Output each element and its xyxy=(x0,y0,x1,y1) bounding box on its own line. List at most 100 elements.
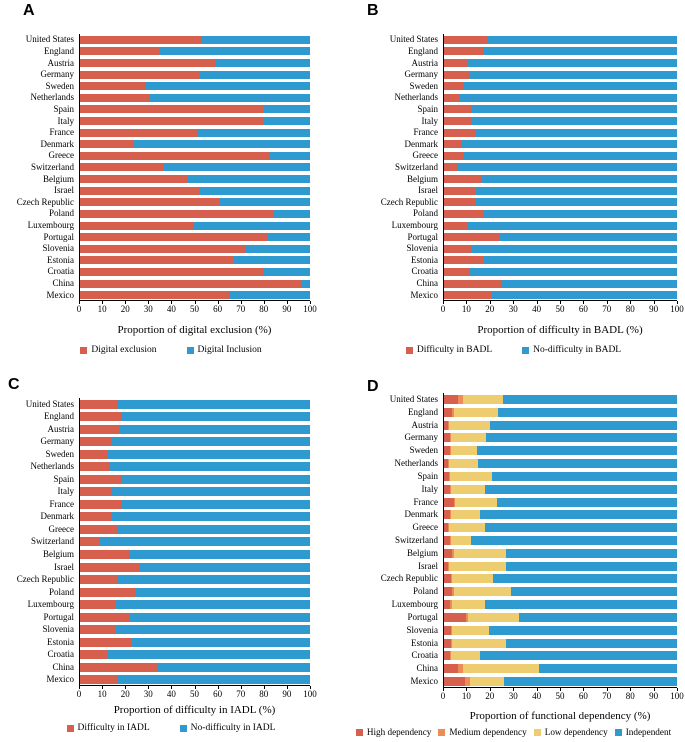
bar-segment xyxy=(79,151,270,160)
stacked-bar xyxy=(443,47,677,56)
bar-segment xyxy=(301,279,310,288)
country-label: Denmark xyxy=(404,138,439,149)
country-label: Poland xyxy=(48,208,74,219)
legend-swatch-icon xyxy=(355,728,363,736)
bar-segment xyxy=(79,437,113,447)
table-row: Israel xyxy=(342,185,677,197)
legend-label: Difficulty in BADL xyxy=(416,345,493,355)
bar-segment xyxy=(263,267,310,276)
table-row: China xyxy=(0,278,310,290)
country-label: Belgium xyxy=(407,547,438,558)
bar-segment xyxy=(443,35,488,44)
tick-label: 100 xyxy=(303,689,317,699)
stacked-bar xyxy=(443,209,677,218)
country-label: Luxembourg xyxy=(391,220,438,231)
bar-segment xyxy=(443,510,451,520)
legend-swatch-icon xyxy=(614,728,622,736)
country-label: England xyxy=(408,45,438,56)
stacked-bar xyxy=(79,412,310,422)
table-row: Croatia xyxy=(342,650,677,663)
table-row: Czech Republic xyxy=(342,573,677,586)
tick-label: 0 xyxy=(440,304,446,314)
stacked-bar xyxy=(443,256,677,265)
table-row: Slovenia xyxy=(0,623,310,636)
country-label: Sweden xyxy=(45,80,75,91)
legend-swatch-icon xyxy=(522,346,530,354)
axis-tick xyxy=(148,301,150,304)
x-axis-title-d: Proportion of functional dependency (%) xyxy=(469,710,651,722)
stacked-bar xyxy=(79,662,310,672)
legend-item: Independent xyxy=(614,727,671,737)
table-row: Belgium xyxy=(0,548,310,561)
bar-segment xyxy=(215,59,310,67)
table-row: France xyxy=(0,127,310,139)
bar-segment xyxy=(482,209,677,218)
table-row: Switzerland xyxy=(342,162,677,174)
stacked-bar xyxy=(443,651,677,661)
panel-letter-c: C xyxy=(8,376,20,393)
country-label: Portugal xyxy=(407,231,439,242)
bar-segment xyxy=(117,399,310,409)
panel-letter-a: A xyxy=(23,2,35,19)
bar-segment xyxy=(79,600,116,610)
table-row: China xyxy=(342,662,677,675)
country-label: Estonia xyxy=(411,637,438,648)
bar-segment xyxy=(79,47,160,56)
table-row: Belgium xyxy=(342,547,677,560)
legend-swatch-icon xyxy=(66,724,74,732)
stacked-bar xyxy=(79,59,310,67)
stacked-bar xyxy=(79,562,310,572)
bar-segment xyxy=(79,512,113,522)
tick-label: 90 xyxy=(649,304,659,314)
table-row: Denmark xyxy=(0,138,310,150)
table-row: England xyxy=(0,411,310,424)
stacked-bar xyxy=(79,600,310,610)
axis-tick xyxy=(102,301,104,304)
bar-segment xyxy=(478,459,677,469)
bar-segment xyxy=(443,279,502,288)
stacked-bar xyxy=(79,625,310,635)
bar-segment xyxy=(443,625,452,635)
table-row: Luxembourg xyxy=(0,598,310,611)
bar-segment xyxy=(79,105,264,114)
stacked-bar xyxy=(443,105,677,114)
country-label: Czech Republic xyxy=(380,573,438,584)
bar-segment xyxy=(443,256,484,265)
bar-segment xyxy=(79,175,188,184)
tick-label: 60 xyxy=(578,304,588,314)
stacked-bar xyxy=(443,291,677,300)
country-label: Slovenia xyxy=(406,624,439,635)
bar-segment xyxy=(447,523,449,533)
bar-segment xyxy=(79,140,135,149)
bar-segment xyxy=(233,256,310,265)
stacked-bar xyxy=(79,474,310,484)
table-row: Portugal xyxy=(0,611,310,624)
bar-segment xyxy=(452,574,494,584)
country-label: Luxembourg xyxy=(391,599,438,610)
bar-segment xyxy=(79,186,201,195)
country-label: Denmark xyxy=(40,511,75,522)
stacked-bar xyxy=(443,561,677,571)
stacked-bar xyxy=(443,244,677,253)
bar-segment xyxy=(468,267,677,276)
axis-tick xyxy=(513,301,515,304)
table-row: China xyxy=(342,278,677,290)
stacked-bar xyxy=(443,433,677,443)
bar-segment xyxy=(201,35,310,44)
axis-tick xyxy=(125,301,127,304)
country-label: Austria xyxy=(47,423,75,434)
legend-d: High dependency Medium dependency Low depe… xyxy=(342,727,685,737)
country-label: Mexico xyxy=(410,289,439,300)
stacked-bar xyxy=(443,471,677,481)
country-label: United States xyxy=(389,34,438,45)
stacked-bar xyxy=(443,510,677,520)
bar-segment xyxy=(458,394,463,404)
bar-segment xyxy=(443,394,459,404)
stacked-bar xyxy=(79,140,310,149)
legend-b: Difficulty in BADL No-difficulty in BADL xyxy=(342,345,685,355)
bar-segment xyxy=(493,574,677,584)
stacked-bar xyxy=(79,267,310,276)
tick-label: 90 xyxy=(282,689,292,699)
tick-label: 50 xyxy=(555,304,565,314)
panel-letter-d: D xyxy=(367,378,379,395)
